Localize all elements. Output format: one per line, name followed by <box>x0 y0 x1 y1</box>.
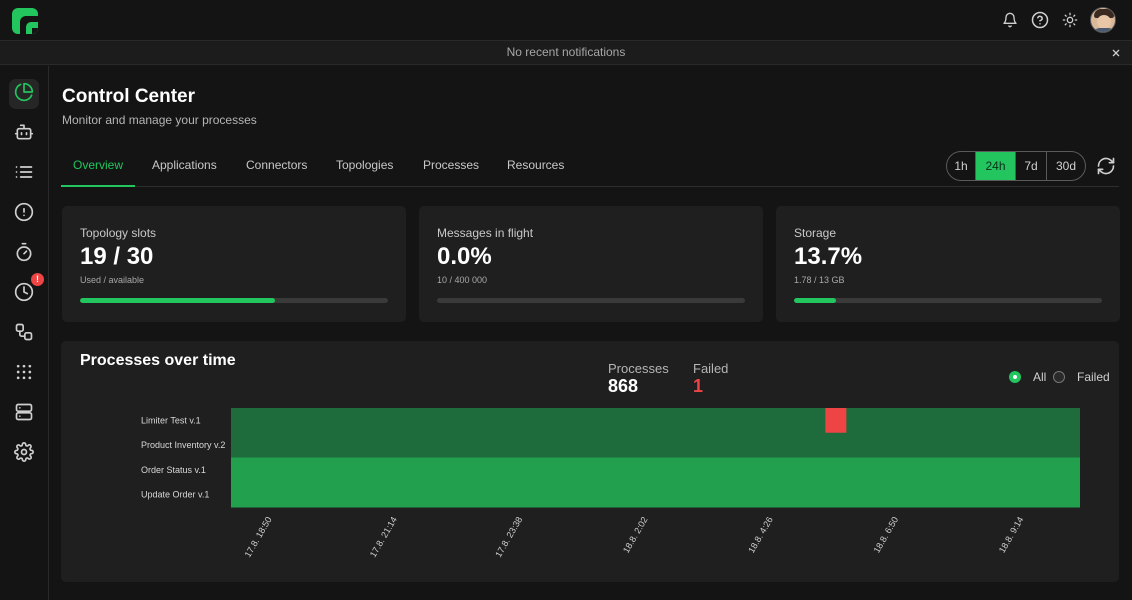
notification-text: No recent notifications <box>506 45 626 59</box>
row-label: Order Status v.1 <box>141 465 206 475</box>
bell-icon[interactable] <box>1000 10 1020 30</box>
time-range-selector: 1h 24h 7d 30d <box>946 151 1086 181</box>
sidebar-item-apps[interactable] <box>9 359 39 389</box>
summary-label: Failed <box>693 361 729 376</box>
failure-cell <box>825 408 847 433</box>
close-icon[interactable] <box>1108 45 1124 61</box>
filter-all-radio[interactable]: All <box>1009 370 1046 384</box>
sidebar-item-timer[interactable] <box>9 239 39 269</box>
stat-value: 13.7% <box>794 243 863 270</box>
flow-icon <box>14 322 34 347</box>
sidebar-item-settings[interactable] <box>9 439 39 469</box>
sidebar-item-robots[interactable] <box>9 119 39 149</box>
page-subtitle: Monitor and manage your processes <box>62 113 257 127</box>
tab-overview[interactable]: Overview <box>61 146 136 187</box>
radio-unselected-icon <box>1053 371 1065 383</box>
stat-label: Topology slots <box>80 226 157 240</box>
range-1h-button[interactable]: 1h <box>947 152 976 180</box>
alert-icon <box>14 202 34 227</box>
summary-label: Processes <box>608 361 669 376</box>
sidebar-item-alerts[interactable] <box>9 199 39 229</box>
refresh-icon[interactable] <box>1096 156 1116 176</box>
stat-progress-bar <box>794 298 1102 303</box>
processes-panel: Processes over time Processes 868 Failed… <box>61 341 1119 582</box>
stat-card-storage: Storage 13.7% 1.78 / 13 GB <box>776 206 1120 322</box>
stat-card-topology-slots: Topology slots 19 / 30 Used / available <box>62 206 406 322</box>
tab-resources[interactable]: Resources <box>507 158 565 172</box>
filter-label: All <box>1033 370 1047 384</box>
stat-value: 0.0% <box>437 243 492 270</box>
summary-processes: Processes 868 <box>608 361 669 397</box>
heatmap-cell <box>231 482 1080 508</box>
alert-badge: ! <box>31 273 44 286</box>
server-icon <box>14 402 34 427</box>
heatmap-cell <box>231 408 1080 434</box>
x-tick-label: 18.8. 6:50 <box>872 515 901 555</box>
row-label: Product Inventory v.2 <box>141 440 225 450</box>
stat-subtext: Used / available <box>80 275 145 285</box>
stat-card-messages: Messages in flight 0.0% 10 / 400 000 <box>419 206 763 322</box>
panel-title: Processes over time <box>80 352 236 369</box>
processes-heatmap: Limiter Test v.1 Product Inventory v.2 Ord… <box>141 408 1080 559</box>
tab-bar: Overview Applications Connectors Topolog… <box>61 146 1119 187</box>
filter-label: Failed <box>1077 370 1110 384</box>
x-tick-label: 18.8. 2:02 <box>621 515 650 555</box>
top-actions <box>1000 7 1116 33</box>
sidebar-item-history[interactable]: ! <box>9 273 44 309</box>
row-label: Limiter Test v.1 <box>141 415 201 425</box>
stat-progress-fill <box>80 298 275 303</box>
summary-failed: Failed 1 <box>693 361 729 397</box>
radio-selected-icon <box>1009 371 1021 383</box>
sidebar: ! <box>0 66 49 600</box>
stopwatch-icon <box>14 242 34 267</box>
sidebar-item-list[interactable] <box>9 159 39 189</box>
range-24h-button[interactable]: 24h <box>976 152 1016 180</box>
sidebar-item-dashboard[interactable] <box>9 79 39 109</box>
range-7d-button[interactable]: 7d <box>1016 152 1047 180</box>
stat-label: Storage <box>794 226 837 240</box>
stat-subtext: 10 / 400 000 <box>437 275 488 285</box>
stat-subtext: 1.78 / 13 GB <box>794 275 845 285</box>
stat-progress-bar <box>437 298 745 303</box>
heatmap-cell <box>231 457 1080 483</box>
x-tick-label: 17.8. 18:50 <box>243 515 274 559</box>
sidebar-item-servers[interactable] <box>9 399 39 429</box>
range-30d-button[interactable]: 30d <box>1055 159 1077 173</box>
list-icon <box>14 162 34 187</box>
clock-icon <box>14 282 34 307</box>
help-icon[interactable] <box>1030 10 1050 30</box>
top-bar <box>0 0 1132 41</box>
gear-icon <box>14 441 34 467</box>
sun-icon[interactable] <box>1060 10 1080 30</box>
stat-progress-fill <box>794 298 837 303</box>
stat-value: 19 / 30 <box>80 243 154 270</box>
x-tick-label: 17.8. 23:38 <box>493 515 524 559</box>
stat-progress-bar <box>80 298 388 303</box>
tab-connectors[interactable]: Connectors <box>246 158 308 172</box>
x-tick-label: 18.8. 9:14 <box>997 515 1026 555</box>
tab-processes[interactable]: Processes <box>423 158 480 172</box>
tab-topologies[interactable]: Topologies <box>336 158 394 172</box>
app-logo[interactable] <box>12 8 38 34</box>
x-tick-label: 18.8. 4:26 <box>746 515 775 555</box>
summary-value: 1 <box>693 376 704 396</box>
stat-label: Messages in flight <box>437 226 534 240</box>
apps-grid-icon <box>14 362 34 387</box>
user-avatar[interactable] <box>1090 7 1116 33</box>
sidebar-item-flows[interactable] <box>9 319 39 349</box>
heatmap-cell <box>231 432 1080 458</box>
notification-bar: No recent notifications <box>0 41 1132 65</box>
robot-icon <box>14 122 34 147</box>
row-label: Update Order v.1 <box>141 490 209 500</box>
page-title: Control Center <box>62 86 195 107</box>
tab-applications[interactable]: Applications <box>152 158 217 172</box>
summary-value: 868 <box>608 376 639 396</box>
filter-failed-radio[interactable]: Failed <box>1053 370 1110 384</box>
x-tick-label: 17.8. 21:14 <box>368 515 399 559</box>
dashboard-icon <box>14 82 34 107</box>
